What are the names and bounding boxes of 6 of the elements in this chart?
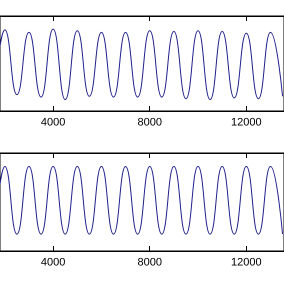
x-tick-label: 12000 <box>231 256 262 268</box>
x-tick-label: 4000 <box>40 256 66 268</box>
x-tick-label: 12000 <box>231 116 262 128</box>
x-tick-label: 8000 <box>137 256 162 268</box>
x-tick-label: 8000 <box>137 116 162 128</box>
x-tick-label: 4000 <box>40 116 66 128</box>
